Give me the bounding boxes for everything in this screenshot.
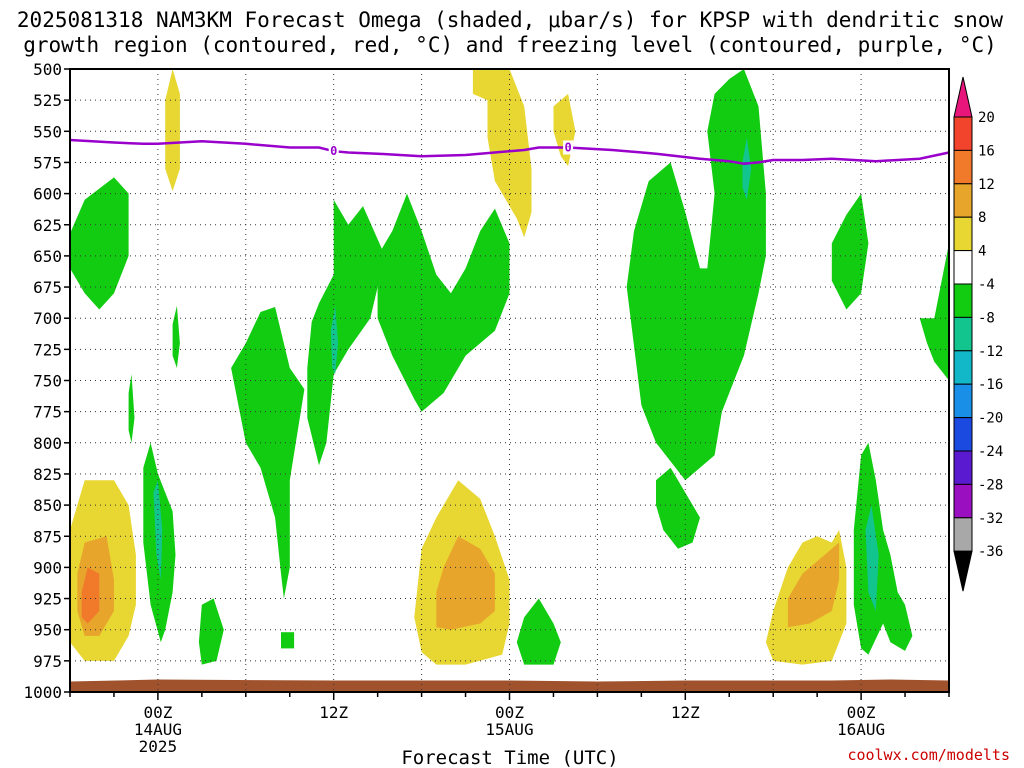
y-tick-label: 725 bbox=[33, 340, 62, 359]
y-tick-label: 925 bbox=[33, 590, 62, 609]
colorbar-segment bbox=[953, 350, 973, 385]
colorbar-level-label: -20 bbox=[978, 411, 1003, 427]
x-tick-label: 12Z bbox=[671, 703, 700, 722]
omega-region-rising-low-east bbox=[853, 442, 913, 655]
omega-region-rising-big-16aug bbox=[626, 69, 766, 481]
y-tick-label: 600 bbox=[33, 185, 62, 204]
y-axis: 500 525 550 575 600 625 650 675 700 725 750 775 800 8… bbox=[23, 60, 70, 702]
colorbar-level-label: -28 bbox=[978, 477, 1003, 493]
omega-region-rising-big-15aug bbox=[377, 193, 510, 412]
surface-terrain bbox=[70, 679, 949, 692]
x-tick-label: 00Z bbox=[847, 703, 876, 722]
colorbar-segment bbox=[953, 316, 973, 352]
y-tick-label: 1000 bbox=[23, 683, 62, 702]
x-tick-label: 15AUG bbox=[485, 720, 533, 739]
freezing-label-bg bbox=[563, 140, 574, 155]
omega-region-rising-small-710 bbox=[172, 305, 180, 368]
y-tick-label: 575 bbox=[33, 153, 62, 172]
colorbar-top-arrow bbox=[953, 76, 973, 118]
y-tick-label: 850 bbox=[33, 496, 62, 515]
omega-region-rising-wave-west bbox=[70, 177, 129, 310]
colorbar-level-label: -4 bbox=[978, 277, 995, 293]
colorbar-segment bbox=[953, 383, 973, 419]
chart-title-line2: growth region (contoured, red, °C) and f… bbox=[23, 33, 997, 57]
y-tick-label: 950 bbox=[33, 621, 62, 640]
y-tick-label: 675 bbox=[33, 278, 62, 297]
x-tick-label: 12Z bbox=[319, 703, 348, 722]
omega-region-rising-core-east bbox=[865, 505, 879, 611]
surface-terrain-layer bbox=[70, 679, 949, 692]
colorbar-level-label: 8 bbox=[978, 210, 986, 226]
x-tick-label: 14AUG bbox=[134, 720, 182, 739]
omega-region-sinking-right-inner bbox=[787, 542, 840, 628]
colorbar-segment bbox=[953, 216, 973, 252]
x-tick-label: 16AUG bbox=[837, 720, 885, 739]
omega-region-rising-east-mid bbox=[831, 193, 869, 310]
y-tick-label: 900 bbox=[33, 558, 62, 577]
colorbar-segment bbox=[953, 116, 973, 151]
omega-region-rising-core-upper bbox=[742, 137, 752, 200]
omega-region-rising-column-12z-b bbox=[307, 199, 385, 466]
freezing-level-label: 0 bbox=[330, 144, 337, 158]
chart-title-line1: 2025081318 NAM3KM Forecast Omega (shaded… bbox=[17, 8, 1004, 32]
colorbar-level-label: 4 bbox=[978, 244, 986, 260]
y-tick-label: 650 bbox=[33, 247, 62, 266]
omega-region-sinking-left-core bbox=[81, 567, 100, 624]
x-tick-label: 00Z bbox=[495, 703, 524, 722]
omega-region-sinking-center-inner bbox=[436, 536, 495, 630]
colorbar-level-label: 12 bbox=[978, 177, 995, 193]
colorbar-level-label: -32 bbox=[978, 511, 1003, 527]
y-tick-label: 500 bbox=[33, 60, 62, 79]
omega-region-sinking-upper-col bbox=[472, 69, 532, 238]
colorbar-segment bbox=[953, 483, 973, 519]
y-tick-label: 625 bbox=[33, 216, 62, 235]
y-tick-label: 775 bbox=[33, 403, 62, 422]
y-tick-label: 750 bbox=[33, 372, 62, 391]
colorbar-level-label: -36 bbox=[978, 544, 1003, 560]
y-tick-label: 525 bbox=[33, 91, 62, 110]
x-tick-label: 00Z bbox=[143, 703, 172, 722]
omega-region-rising-small-935 bbox=[516, 598, 561, 665]
y-tick-label: 700 bbox=[33, 309, 62, 328]
colorbar-level-label: -16 bbox=[978, 377, 1003, 393]
colorbar-level-label: 16 bbox=[978, 143, 995, 159]
omega-region-rising-speck-955 bbox=[281, 632, 295, 649]
omega-region-sinking-upper-left bbox=[165, 69, 180, 192]
omega-region-rising-column-12z bbox=[231, 307, 305, 599]
colorbar-level-label: 20 bbox=[978, 110, 995, 126]
colorbar-level-label: -24 bbox=[978, 444, 1003, 460]
y-tick-label: 975 bbox=[33, 652, 62, 671]
omega-shading-layer bbox=[70, 69, 949, 665]
y-tick-label: 825 bbox=[33, 465, 62, 484]
colorbar-level-label: -8 bbox=[978, 310, 995, 326]
omega-region-rising-small-945 bbox=[198, 598, 224, 665]
omega-region-rising-small-760 bbox=[128, 374, 135, 443]
y-tick-label: 550 bbox=[33, 122, 62, 141]
y-tick-label: 875 bbox=[33, 527, 62, 546]
colorbar: 20 16 12 8 4 -4 -8 -12 -16 -20 -24 -28 -32 -36 bbox=[953, 76, 1003, 592]
colorbar-segment bbox=[953, 183, 973, 218]
x-tick-label: 2025 bbox=[139, 737, 178, 756]
freezing-level-line bbox=[69, 138, 950, 165]
colorbar-segment bbox=[953, 450, 973, 485]
omega-region-rising-core-12z bbox=[330, 305, 339, 375]
colorbar-segment bbox=[953, 517, 973, 552]
colorbar-level-label: -12 bbox=[978, 344, 1003, 360]
colorbar-segment bbox=[953, 417, 973, 452]
colorbar-segment bbox=[953, 283, 973, 318]
freezing-level-label: 0 bbox=[564, 140, 571, 154]
omega-region-rising-far-east bbox=[919, 243, 949, 381]
y-tick-label: 800 bbox=[33, 434, 62, 453]
colorbar-segment bbox=[953, 250, 973, 285]
site-credit: coolwx.com/modelts bbox=[847, 746, 1010, 764]
colorbar-segment bbox=[953, 149, 973, 185]
omega-region-rising-small-890 bbox=[656, 467, 700, 549]
freezing-label-bg bbox=[328, 144, 339, 159]
colorbar-bottom-arrow bbox=[953, 550, 973, 592]
x-axis-label: Forecast Time (UTC) bbox=[401, 747, 618, 768]
